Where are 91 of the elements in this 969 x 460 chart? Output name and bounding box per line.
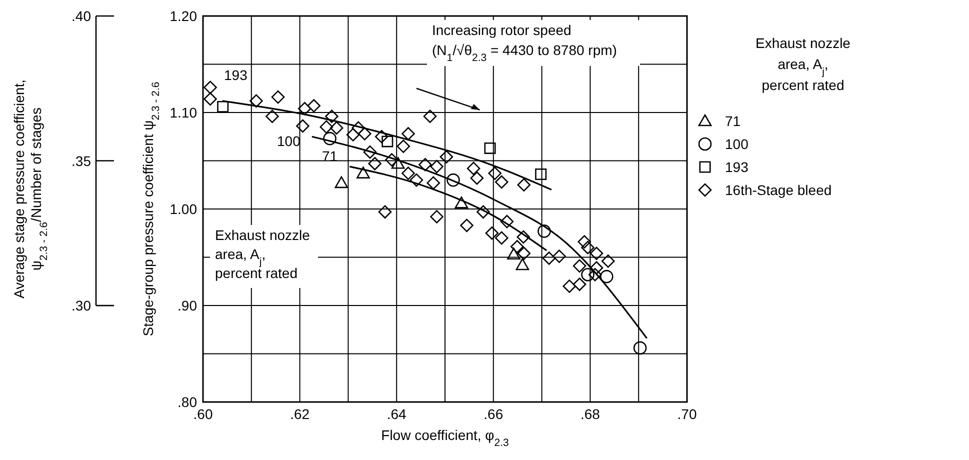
- point: [334, 176, 348, 188]
- point: [423, 110, 437, 124]
- x-tick-label: .64: [386, 406, 407, 422]
- point: [517, 178, 531, 192]
- point: [271, 90, 285, 104]
- point: [601, 254, 615, 268]
- point: [454, 196, 468, 208]
- point: [552, 250, 566, 263]
- point: [396, 140, 410, 153]
- point: [590, 261, 604, 275]
- point: [374, 130, 388, 144]
- legend-label: 71: [725, 113, 741, 129]
- point: [581, 268, 594, 282]
- point: [430, 210, 444, 224]
- point: [363, 145, 377, 159]
- point: [346, 128, 360, 142]
- point: [600, 270, 614, 284]
- point: [426, 176, 440, 190]
- point: [385, 153, 398, 166]
- point: [430, 160, 444, 174]
- point: [476, 205, 490, 219]
- point: [266, 110, 279, 124]
- point: [204, 92, 217, 106]
- point: [510, 240, 524, 254]
- point: [588, 268, 602, 282]
- point: [572, 259, 586, 273]
- y2-tick-label: .40: [72, 8, 92, 24]
- point: [517, 246, 531, 260]
- point: [538, 224, 551, 238]
- point: [217, 100, 229, 112]
- point: [204, 80, 217, 94]
- point: [325, 110, 338, 124]
- x-axis-title: Flow coefficient, φ$_{2.3}$: [381, 427, 509, 449]
- point: [330, 121, 344, 135]
- point: [488, 166, 502, 180]
- annotation: Exhaust nozzle area, A$_{j}$, percent rated: [215, 227, 310, 281]
- point: [391, 156, 405, 169]
- annotation: 193: [224, 67, 248, 83]
- point: [418, 158, 432, 172]
- y2-tick-label: .30: [72, 298, 92, 314]
- point: [590, 246, 604, 260]
- point: [535, 168, 547, 180]
- point: [485, 226, 499, 240]
- point: [382, 136, 394, 148]
- point: [581, 240, 594, 254]
- point: [358, 127, 372, 140]
- point: [516, 230, 530, 244]
- y-tick-label: 1.10: [170, 104, 198, 120]
- point: [572, 278, 586, 291]
- point: [494, 231, 508, 245]
- legend-label: 100: [725, 136, 749, 152]
- point: [460, 218, 474, 232]
- point: [470, 171, 484, 185]
- point: [356, 166, 370, 178]
- point: [352, 121, 366, 135]
- point: [410, 173, 424, 187]
- point: [542, 252, 556, 265]
- x-tick-label: .68: [580, 406, 600, 422]
- point: [378, 205, 392, 219]
- point: [446, 173, 460, 187]
- point: [368, 156, 382, 170]
- point: [440, 150, 454, 164]
- y2-tick-label: .35: [72, 152, 92, 169]
- y-tick-label: 1.20: [170, 8, 198, 24]
- point: [466, 162, 480, 176]
- legend-label: 16th-Stage bleed: [725, 182, 832, 198]
- point: [494, 175, 508, 189]
- y-tick-label: 1.00: [170, 201, 198, 217]
- point: [633, 341, 647, 355]
- point: [484, 142, 496, 154]
- point: [507, 248, 520, 260]
- point: [516, 258, 530, 270]
- x-tick-label: .66: [484, 406, 504, 422]
- point: [562, 280, 576, 293]
- legend-label: 193: [725, 159, 749, 175]
- point: [250, 94, 263, 108]
- annotation: 100: [277, 133, 301, 149]
- x-tick-label: .62: [290, 406, 310, 422]
- y-tick-label: .90: [178, 298, 198, 314]
- point: [298, 102, 312, 116]
- annotation: Increasing rotor speed (N$_{1}$/√θ$_{2.3}$ = 4430 to 8780 rpm): [432, 22, 617, 64]
- point: [323, 132, 336, 146]
- point: [578, 235, 592, 248]
- point: [296, 119, 310, 133]
- point: [307, 99, 320, 112]
- point: [402, 127, 415, 140]
- legend-title: Exhaust nozzle area, A$_{j}$, percent rated: [756, 35, 851, 93]
- point: [320, 120, 334, 134]
- point: [402, 166, 415, 180]
- point: [500, 214, 514, 228]
- x-tick-label: .70: [677, 406, 697, 422]
